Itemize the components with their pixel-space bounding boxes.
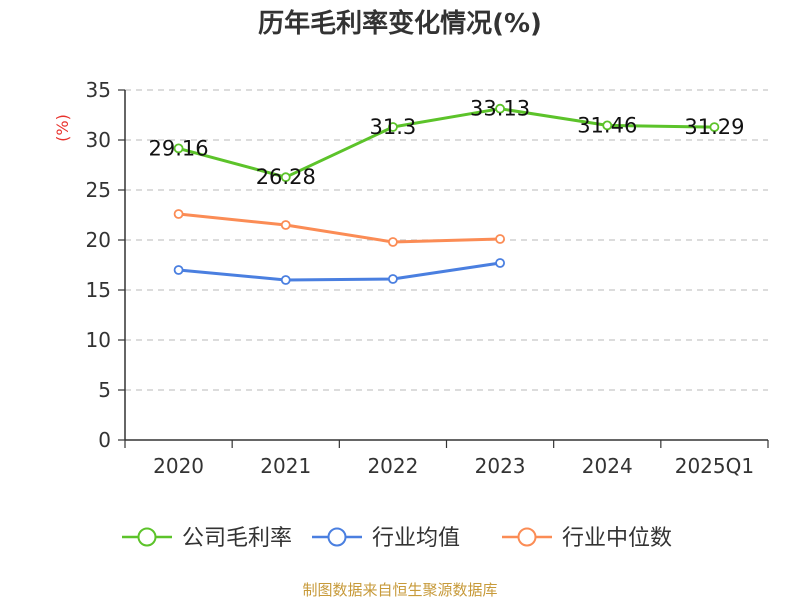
data-point xyxy=(388,237,398,247)
x-tick-label: 2021 xyxy=(260,454,311,478)
series-line-2 xyxy=(178,212,501,244)
data-label: 31.46 xyxy=(577,113,637,137)
y-tick-label: 15 xyxy=(86,278,111,302)
x-tick-label: 2024 xyxy=(582,454,633,478)
y-tick-label: 30 xyxy=(86,128,111,152)
legend-marker xyxy=(517,527,537,547)
chart-title: 历年毛利率变化情况(%) xyxy=(258,8,542,39)
data-label: 31.29 xyxy=(684,115,744,139)
y-tick-label: 35 xyxy=(86,78,111,102)
series-line-0 xyxy=(178,107,715,179)
data-point xyxy=(173,143,184,154)
y-tick-label: 5 xyxy=(98,378,111,402)
data-point xyxy=(173,209,184,219)
data-point xyxy=(495,258,505,268)
y-tick-label: 0 xyxy=(98,428,111,452)
data-point xyxy=(495,234,505,244)
series-layer: 29.16 26.28 31.3 33.13 31.46 31.29 xyxy=(149,97,744,285)
data-point xyxy=(280,172,291,183)
series-line-1 xyxy=(178,261,501,282)
data-point xyxy=(280,220,291,230)
legend[interactable]: 公司毛利率 行业均值 行业中位数 xyxy=(122,526,672,551)
x-tick-label: 2022 xyxy=(367,454,418,478)
data-point xyxy=(388,122,398,132)
data-source-note: 制图数据来自恒生聚源数据库 xyxy=(302,581,497,599)
y-tick-label: 25 xyxy=(86,178,111,202)
y-axis-label: (%) xyxy=(53,114,72,142)
legend-label: 行业均值 xyxy=(372,526,460,551)
legend-item[interactable]: 行业均值 xyxy=(312,526,460,551)
axes: 0 5 10 15 20 25 30 35 2020 2021 2022 2023 2024 2025Q1 xyxy=(86,78,769,478)
legend-label: 公司毛利率 xyxy=(182,526,292,551)
x-tick-label: 2020 xyxy=(153,454,204,478)
data-label: 26.28 xyxy=(256,165,316,189)
data-label: 33.13 xyxy=(470,97,530,121)
data-point xyxy=(602,120,613,131)
data-point xyxy=(280,275,291,285)
y-tick-label: 10 xyxy=(86,328,111,352)
legend-label: 行业中位数 xyxy=(562,526,672,551)
legend-marker xyxy=(137,527,157,547)
data-point xyxy=(173,265,184,275)
x-tick-label: 2025Q1 xyxy=(675,454,754,478)
data-label: 29.16 xyxy=(149,136,209,160)
data-point xyxy=(709,122,720,132)
x-tick-label: 2023 xyxy=(475,454,526,478)
data-point xyxy=(388,274,398,284)
legend-item[interactable]: 公司毛利率 xyxy=(122,526,292,551)
y-tick-label: 20 xyxy=(86,228,111,252)
legend-marker xyxy=(327,527,347,547)
data-point xyxy=(495,103,505,114)
legend-item[interactable]: 行业中位数 xyxy=(502,526,672,551)
data-label: 31.3 xyxy=(370,115,417,139)
